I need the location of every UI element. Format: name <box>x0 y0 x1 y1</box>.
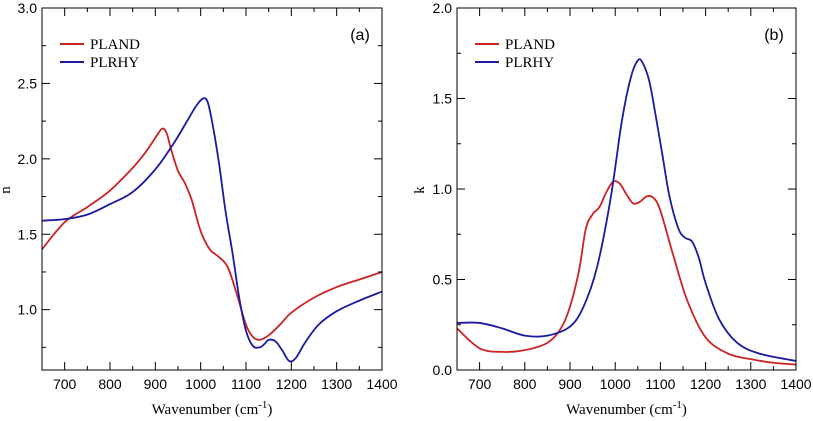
y-tick-label-a: 2.5 <box>18 75 38 91</box>
panel-a: 700 800 900 1000 1100 1200 1300 1400 1.0 1.5 2.0 2.… <box>0 0 398 418</box>
x-axis-title-main-a: Wavenumber (cm <box>152 402 259 418</box>
x-tick-label-a: 700 <box>53 376 77 392</box>
x-tick-label-b: 1000 <box>600 376 631 392</box>
x-tick-label-a: 1200 <box>276 376 307 392</box>
x-tick-label-b: 700 <box>468 376 492 392</box>
y-axis-title-b: k <box>412 186 428 194</box>
x-tick-label-b: 1400 <box>780 376 811 392</box>
legend-label-plrhy-a: PLRHY <box>90 55 139 71</box>
y-tick-label-a: 1.0 <box>18 302 38 318</box>
series-group-b <box>457 58 796 366</box>
y-tick-label-b: 2.0 <box>433 0 453 16</box>
y-tick-label-a: 3.0 <box>18 0 38 16</box>
legend-b: PLAND PLRHY <box>475 37 555 71</box>
plot-frame-a <box>41 7 383 371</box>
series-line-plrhy-b <box>457 58 796 362</box>
y-axis-title-a: n <box>0 186 14 194</box>
x-tick-label-b: 1200 <box>690 376 721 392</box>
y-tick-label-a: 2.0 <box>18 151 38 167</box>
legend-label-pland-a: PLAND <box>90 37 140 53</box>
x-tick-label-a: 1300 <box>321 376 352 392</box>
x-axis-title-sup-a: -1 <box>258 399 267 411</box>
y-tick-label-a: 1.5 <box>18 226 38 242</box>
x-axis-title-end-b: ) <box>682 402 687 418</box>
x-axis-title-sup-b: -1 <box>673 399 682 411</box>
x-tick-label-a: 1100 <box>231 376 261 392</box>
y-tick-label-b: 0.0 <box>433 362 453 378</box>
x-axis-title-b: Wavenumber (cm-1) <box>566 399 687 418</box>
series-group-a <box>42 97 382 363</box>
x-tick-label-a: 900 <box>144 376 168 392</box>
x-tick-label-a: 800 <box>98 376 122 392</box>
x-tick-label-b: 1300 <box>735 376 766 392</box>
x-tick-label-b: 900 <box>558 376 582 392</box>
series-line-pland-b <box>457 180 796 366</box>
panel-b: 700 800 900 1000 1100 1200 1300 1400 0.0 0.5 1.0 1.… <box>412 0 812 418</box>
x-tick-label-a: 1400 <box>366 376 397 392</box>
x-axis-title-end-a: ) <box>267 402 272 418</box>
legend-label-pland-b: PLAND <box>505 37 555 53</box>
x-axis-title-main-b: Wavenumber (cm <box>566 402 673 418</box>
panel-label-b: (b) <box>764 27 784 44</box>
legend-a: PLAND PLRHY <box>60 37 140 71</box>
x-tick-label-b: 1100 <box>645 376 675 392</box>
y-tick-label-b: 0.5 <box>433 272 453 288</box>
x-axis-title-a: Wavenumber (cm-1) <box>152 399 273 418</box>
panel-label-a: (a) <box>350 27 370 44</box>
legend-label-plrhy-b: PLRHY <box>505 55 554 71</box>
series-line-plrhy-a <box>42 97 382 363</box>
x-tick-label-b: 800 <box>513 376 537 392</box>
series-line-pland-a <box>42 127 382 341</box>
x-tick-label-a: 1000 <box>185 376 216 392</box>
y-tick-label-b: 1.0 <box>433 181 453 197</box>
y-tick-label-b: 1.5 <box>433 91 453 107</box>
